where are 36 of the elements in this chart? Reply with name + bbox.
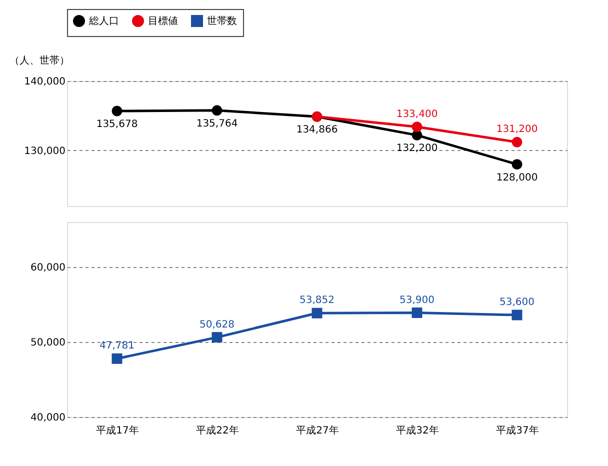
legend-label: 目標値 — [148, 15, 178, 27]
y-tick-label: 60,000 — [30, 262, 66, 274]
point — [512, 310, 522, 320]
data-label: 134,866 — [296, 124, 338, 136]
y-tick-label: 40,000 — [30, 412, 66, 424]
point — [212, 105, 222, 116]
point — [412, 122, 422, 132]
y-tick-label: 140,000 — [24, 76, 66, 88]
x-tick-label: 平成37年 — [496, 424, 539, 436]
y-tick-label: 130,000 — [24, 146, 66, 157]
y-axis-title: （人、世帯） — [10, 54, 70, 66]
data-label: 53,852 — [300, 295, 334, 306]
x-tick-label: 平成17年 — [96, 424, 139, 436]
x-tick-label: 平成22年 — [196, 424, 239, 436]
data-label: 135,764 — [196, 118, 238, 130]
point — [112, 106, 122, 116]
data-label: 53,600 — [500, 297, 534, 308]
point — [512, 159, 522, 170]
point — [212, 332, 222, 343]
y-tick-label: 50,000 — [30, 338, 66, 348]
data-label: 50,628 — [200, 319, 234, 330]
x-tick-label: 平成32年 — [396, 424, 439, 436]
data-label: 133,400 — [396, 108, 438, 120]
x-tick-label: 平成27年 — [296, 424, 339, 436]
point — [312, 308, 322, 318]
data-label: 47,781 — [100, 340, 134, 352]
legend-label: 世帯数 — [207, 15, 237, 27]
data-label: 128,000 — [496, 172, 538, 184]
data-label: 135,678 — [96, 119, 138, 130]
data-label: 131,200 — [496, 124, 538, 136]
data-label: 132,200 — [396, 143, 438, 154]
point — [112, 353, 122, 364]
point — [512, 136, 522, 148]
data-label: 53,900 — [400, 294, 434, 306]
point — [412, 308, 422, 318]
legend-label: 総人口 — [88, 15, 119, 27]
